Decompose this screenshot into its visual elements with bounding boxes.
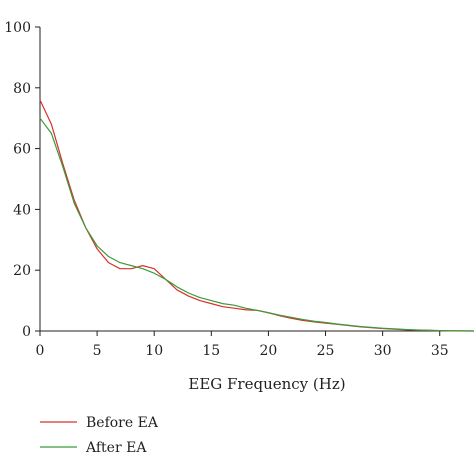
series-layer [39, 99, 474, 332]
y-axis: 0 20 40 60 80 100 [4, 20, 41, 340]
legend-label-after-ea: After EA [85, 440, 147, 456]
x-axis-title: EEG Frequency (Hz) [188, 375, 345, 393]
y-tick-label: 0 [22, 324, 31, 340]
legend-label-before-ea: Before EA [86, 415, 159, 431]
x-tick-label: 35 [431, 343, 449, 359]
x-tick-label: 25 [317, 343, 335, 359]
y-tick-label: 60 [13, 142, 31, 158]
y-tick-label: 100 [4, 20, 31, 36]
series-line-before-ea [39, 99, 474, 332]
x-tick-label: 20 [260, 343, 278, 359]
x-tick-label: 0 [36, 343, 45, 359]
x-tick-label: 5 [93, 343, 102, 359]
legend: Before EA After EA [40, 415, 159, 456]
y-tick-label: 40 [13, 202, 31, 218]
y-tick-label: 80 [13, 81, 31, 97]
y-tick-label: 20 [13, 263, 31, 279]
x-tick-label: 30 [374, 343, 392, 359]
series-line-after-ea [39, 117, 474, 332]
x-axis: 0 5 10 15 20 25 30 35 [36, 330, 474, 359]
x-tick-label: 10 [145, 343, 163, 359]
x-tick-label: 15 [202, 343, 220, 359]
